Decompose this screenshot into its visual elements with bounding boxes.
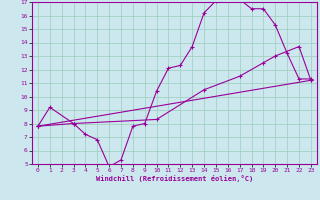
X-axis label: Windchill (Refroidissement éolien,°C): Windchill (Refroidissement éolien,°C) (96, 175, 253, 182)
